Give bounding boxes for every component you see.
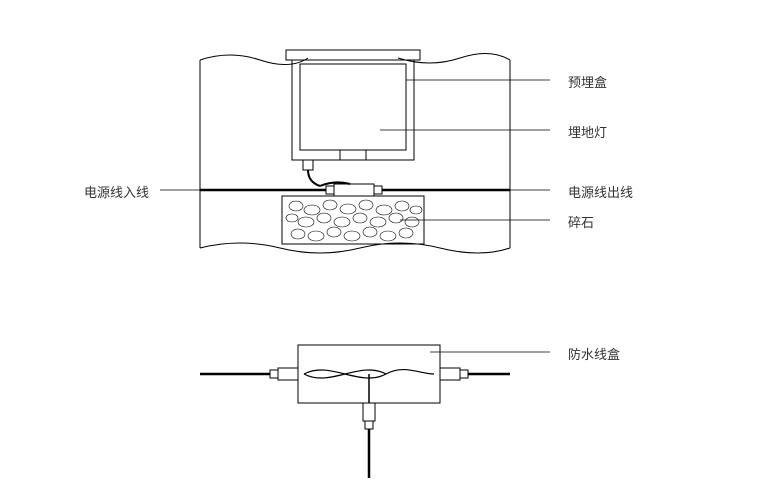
- label-power-in: 电源线入线: [84, 182, 149, 201]
- label-waterproof-box: 防水线盒: [568, 344, 620, 363]
- light-gland: [303, 160, 313, 170]
- diagram-svg: [0, 0, 760, 503]
- embedded-box-body: [292, 60, 414, 160]
- label-inground-light: 埋地灯: [568, 122, 607, 141]
- junction-tee-top: [326, 184, 382, 196]
- label-embedded-box: 预埋盒: [568, 72, 607, 91]
- gravel-pebbles: [286, 200, 422, 241]
- diagram-canvas: 预埋盒 埋地灯 电源线出线 碎石 电源线入线 防水线盒: [0, 0, 760, 503]
- inground-light-housing: [300, 64, 406, 150]
- label-power-out: 电源线出线: [568, 182, 633, 201]
- gland-left-bottom: [270, 368, 298, 380]
- gland-bottom-stub: [363, 403, 375, 429]
- ground-top-wave: [200, 53, 510, 64]
- label-gravel: 碎石: [568, 212, 594, 231]
- gland-right-bottom: [440, 368, 468, 380]
